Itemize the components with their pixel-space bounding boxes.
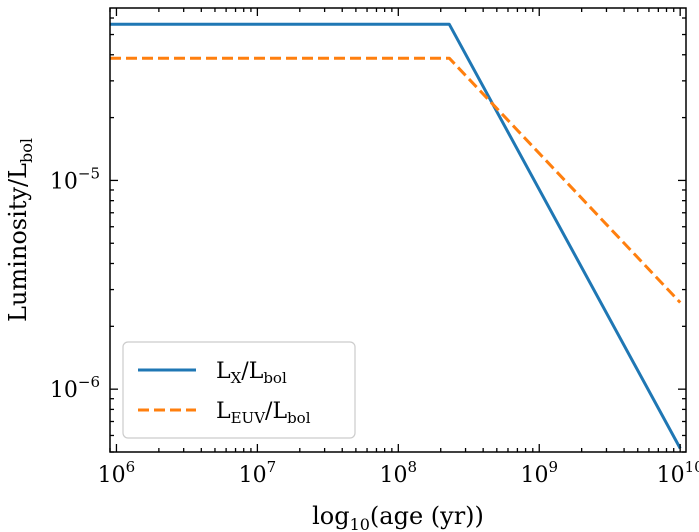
x-tick-label: 109 (520, 458, 558, 488)
tick-labels: 106 107 108 109 1010 10−5 10−6 (50, 164, 699, 488)
legend: LX/Lbol LEUV/Lbol (122, 341, 356, 439)
x-tick-label: 108 (380, 458, 418, 488)
series-layer (110, 22, 682, 450)
y-tick-label: 10−6 (50, 373, 100, 403)
legend-label-lx: LX/Lbol (216, 359, 287, 387)
x-tick-label: 1010 (657, 458, 699, 488)
series-line-0 (110, 22, 682, 450)
legend-label-leuv: LEUV/Lbol (216, 399, 311, 427)
legend-box (122, 341, 356, 439)
x-tick-label: 107 (239, 458, 277, 488)
y-axis-label: Luminosity/Lbol (4, 138, 36, 322)
series-line-1 (110, 56, 682, 304)
y-tick-label: 10−5 (50, 164, 100, 194)
x-axis-label: log10(age (yr)) (312, 502, 484, 532)
x-tick-label: 106 (98, 458, 136, 488)
ticks-layer (109, 8, 686, 453)
